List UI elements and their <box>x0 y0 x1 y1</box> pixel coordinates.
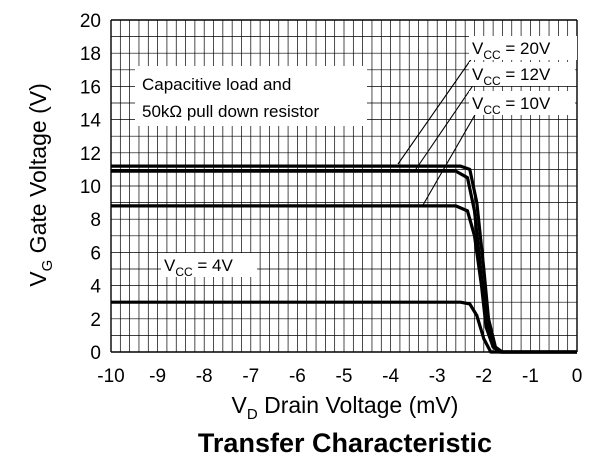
y-tick-label: 18 <box>80 44 101 65</box>
series-line-4 <box>111 300 577 354</box>
annotation-leader-line <box>397 57 473 165</box>
annotations: VCC = 20V VCC = 12V VCC = 10V VCC = 4V Capac… <box>135 36 577 279</box>
chart-title: Transfer Characteristic <box>198 428 492 458</box>
y-axis-label: VG Gate Voltage (V) <box>25 83 56 286</box>
x-tick-label: -6 <box>289 366 306 387</box>
annotation-leader-line <box>413 83 475 173</box>
note-box <box>135 66 367 126</box>
series-label-vcc12: VCC = 12V <box>472 65 551 88</box>
label-box <box>469 91 575 115</box>
note-text: Capacitive load and <box>142 75 291 94</box>
y-tick-label: 4 <box>90 277 101 298</box>
series-line-3 <box>111 204 577 354</box>
series-group <box>111 164 577 354</box>
y-tick-label: 10 <box>80 177 101 198</box>
x-tick-label: -5 <box>336 366 353 387</box>
x-axis-label: VD Drain Voltage (mV) <box>232 392 459 423</box>
y-tick-label: 6 <box>90 243 101 264</box>
y-tick-label: 20 <box>80 11 101 32</box>
x-tick-label: -3 <box>429 366 446 387</box>
x-tick-label: -7 <box>242 366 259 387</box>
series-label-vcc10: VCC = 10V <box>472 94 551 117</box>
note-text: 50kΩ pull down resistor <box>142 102 319 121</box>
x-tick-label: -8 <box>196 366 213 387</box>
y-tick-label: 0 <box>90 343 101 364</box>
series-label-vcc4: VCC = 4V <box>164 256 234 279</box>
y-tick-label: 16 <box>80 77 101 98</box>
y-tick-label: 8 <box>90 210 101 231</box>
y-tick-label: 14 <box>80 111 102 132</box>
label-box <box>161 253 257 277</box>
series-label-vcc20: VCC = 20V <box>472 39 551 62</box>
x-tick-label: -1 <box>522 366 539 387</box>
x-tick-label: -4 <box>382 366 399 387</box>
y-tick-label: 2 <box>90 310 101 331</box>
label-box <box>469 62 575 86</box>
label-box <box>469 36 577 60</box>
x-tick-label: -10 <box>97 366 124 387</box>
annotation-leader-line <box>422 112 477 206</box>
y-tick-label: 12 <box>80 144 101 165</box>
x-tick-label: -9 <box>149 366 166 387</box>
x-tick-label: -2 <box>475 366 492 387</box>
x-tick-label: 0 <box>572 366 583 387</box>
annotation-leaders <box>397 57 477 206</box>
